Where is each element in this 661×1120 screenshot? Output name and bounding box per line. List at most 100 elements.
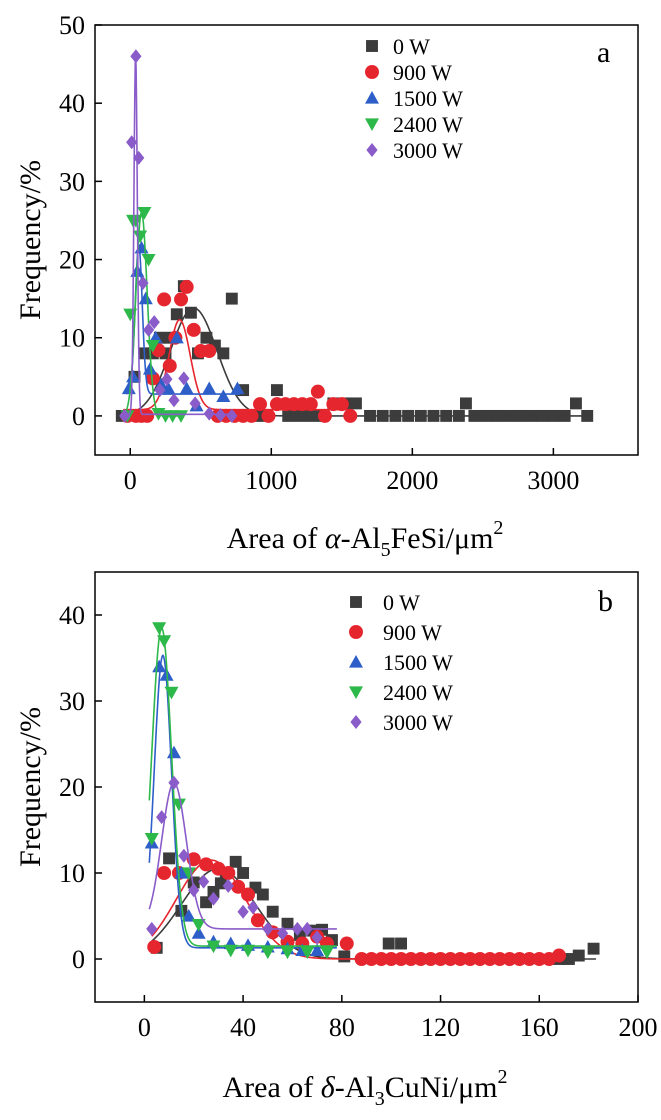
data-point: [164, 686, 179, 700]
data-point: [249, 881, 262, 894]
x-tick-label: 200: [619, 1013, 658, 1042]
legend-label: 2400 W: [383, 680, 453, 705]
x-axis-label-mid: -Al: [341, 522, 381, 555]
series-2400w: [144, 622, 337, 960]
data-point: [231, 879, 246, 894]
data-point: [161, 372, 173, 387]
data-point: [261, 408, 276, 423]
y-tick-label: 20: [59, 773, 85, 802]
y-axis-label: Frequency/%: [14, 160, 47, 320]
data-point: [364, 409, 376, 422]
legend-marker: [350, 596, 362, 608]
x-axis-label: Area of α-Al5FeSi/μm2: [227, 517, 504, 561]
y-tick-label: 20: [59, 246, 85, 275]
data-point: [394, 952, 409, 966]
data-point: [214, 408, 227, 423]
data-point: [223, 944, 238, 958]
data-point: [459, 397, 472, 410]
data-point: [317, 408, 332, 423]
data-point: [293, 409, 306, 422]
data-point: [154, 383, 166, 398]
x-tick-label: 0: [138, 1013, 151, 1042]
x-tick-label: 3000: [527, 466, 579, 495]
data-point: [179, 381, 194, 395]
data-point: [178, 848, 190, 863]
data-point: [452, 409, 465, 422]
x-tick-label: 40: [230, 1013, 256, 1042]
data-point: [338, 950, 351, 963]
plot-area: [144, 622, 600, 966]
data-point: [364, 952, 379, 966]
data-point: [524, 409, 537, 422]
data-point: [532, 952, 547, 966]
series-1500w: [121, 240, 245, 412]
x-axis-label-rest: FeSi/μm: [391, 522, 494, 555]
data-point: [119, 408, 131, 423]
data-point: [133, 150, 145, 165]
y-tick-label: 50: [59, 11, 85, 40]
data-point: [147, 939, 162, 954]
y-tick-label: 30: [59, 167, 85, 196]
legend-label: 900 W: [383, 620, 442, 645]
data-point: [547, 409, 560, 422]
x-axis-label-greek: δ: [321, 1071, 336, 1104]
data-point: [293, 928, 306, 941]
data-point: [171, 798, 186, 812]
x-axis-label: Area of δ-Al3CuNi/μm2: [223, 1066, 508, 1110]
data-point: [270, 384, 283, 397]
data-point: [241, 944, 256, 958]
data-point: [349, 397, 362, 410]
data-point: [226, 408, 238, 423]
x-tick-label: 2000: [386, 466, 438, 495]
data-point: [200, 896, 213, 909]
data-point: [376, 409, 389, 422]
data-point: [189, 396, 201, 411]
data-point: [203, 406, 215, 421]
data-point: [121, 381, 136, 395]
data-point: [440, 409, 453, 422]
data-point: [562, 953, 575, 965]
data-point: [138, 291, 153, 305]
data-point: [241, 887, 256, 902]
data-point: [217, 347, 230, 360]
data-point: [260, 946, 275, 960]
data-point: [144, 833, 159, 846]
data-point: [148, 315, 160, 330]
data-point: [301, 921, 313, 936]
data-point: [200, 331, 213, 344]
x-axis-label-prefix: Area of: [227, 522, 325, 555]
plot-frame: [94, 24, 639, 456]
legend-marker: [366, 40, 378, 52]
data-point: [206, 940, 221, 954]
x-tick-label: 0: [124, 466, 137, 495]
data-point: [175, 904, 188, 917]
data-point: [492, 952, 507, 966]
data-point: [244, 408, 259, 423]
data-point: [280, 946, 295, 960]
plot-area: [115, 49, 594, 423]
x-axis-label-sub: 3: [375, 1088, 385, 1110]
data-point: [187, 876, 200, 889]
data-point: [163, 852, 175, 865]
data-point: [237, 867, 250, 879]
data-point: [581, 409, 594, 422]
data-point: [216, 389, 231, 402]
legend-label: 1500 W: [383, 650, 453, 675]
data-point: [306, 924, 319, 937]
data-point: [282, 409, 295, 422]
data-point: [170, 308, 183, 321]
series-3000w: [119, 49, 238, 423]
legend-label: 0 W: [393, 34, 430, 59]
data-point: [468, 409, 481, 422]
data-point: [552, 948, 567, 963]
data-point: [237, 904, 249, 919]
series-3000w: [146, 775, 337, 945]
data-point: [133, 230, 148, 244]
chart-panel-a: 0 1000 2000 3000 0 10 20 30 40 50 Frequency/% Area …: [14, 11, 639, 561]
data-point: [134, 240, 149, 254]
data-point: [162, 358, 177, 373]
legend-marker: [366, 143, 378, 157]
data-point: [502, 409, 515, 422]
data-point: [433, 952, 448, 966]
legend-marker: [365, 65, 379, 79]
